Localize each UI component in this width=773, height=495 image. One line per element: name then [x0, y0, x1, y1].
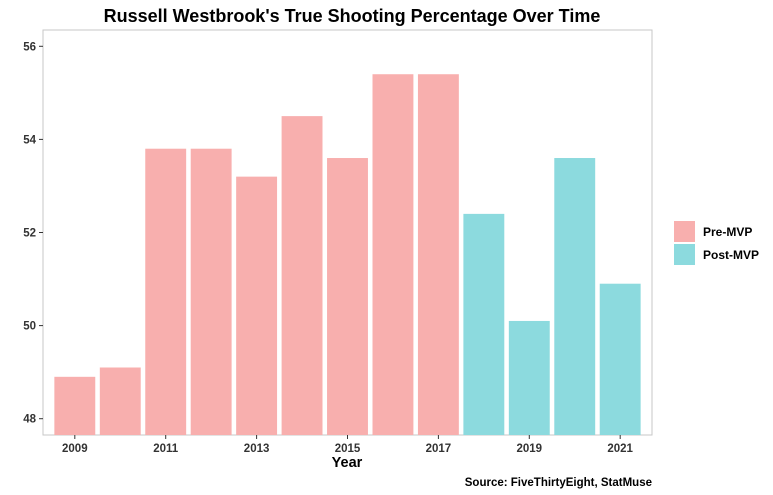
chart-title: Russell Westbrook's True Shooting Percen…	[104, 6, 601, 26]
x-tick-label: 2021	[607, 443, 633, 455]
bar-2012	[190, 148, 232, 435]
y-tick-label: 54	[23, 134, 36, 146]
bar-2009	[54, 376, 96, 435]
bar-2010	[99, 367, 141, 435]
bar-2013	[236, 176, 278, 435]
y-tick-label: 48	[23, 414, 36, 426]
bar-2017	[417, 74, 459, 436]
x-tick-label: 2017	[426, 443, 452, 455]
legend-key-pre-mvp	[674, 221, 695, 242]
bar-2016	[372, 74, 414, 436]
x-tick-label: 2015	[335, 443, 361, 455]
bar-2020	[554, 158, 596, 435]
source-caption: Source: FiveThirtyEight, StatMuse	[465, 477, 652, 489]
x-axis-title: Year	[332, 455, 363, 471]
bar-2015	[327, 158, 368, 435]
bar-2018	[463, 213, 505, 435]
y-axis: 48 50 52 54 56	[23, 41, 43, 426]
y-tick-label: 50	[23, 321, 36, 333]
x-tick-label: 2019	[516, 443, 542, 455]
bar-2011	[145, 148, 187, 435]
legend-key-post-mvp	[674, 244, 695, 265]
legend: Pre-MVP Post-MVP	[674, 221, 759, 265]
legend-label-post-mvp: Post-MVP	[703, 248, 759, 262]
y-tick-label: 52	[23, 228, 36, 240]
bars	[54, 74, 641, 436]
bar-2021	[599, 283, 641, 435]
y-tick-label: 56	[23, 41, 36, 53]
bar-2019	[508, 320, 550, 435]
x-tick-label: 2009	[62, 443, 88, 455]
x-axis: 2009 2011 2013 2015 2017 2019 2021	[62, 435, 634, 455]
x-tick-label: 2013	[244, 443, 270, 455]
legend-label-pre-mvp: Pre-MVP	[703, 225, 752, 239]
x-tick-label: 2011	[153, 443, 179, 455]
bar-2014	[281, 116, 323, 435]
